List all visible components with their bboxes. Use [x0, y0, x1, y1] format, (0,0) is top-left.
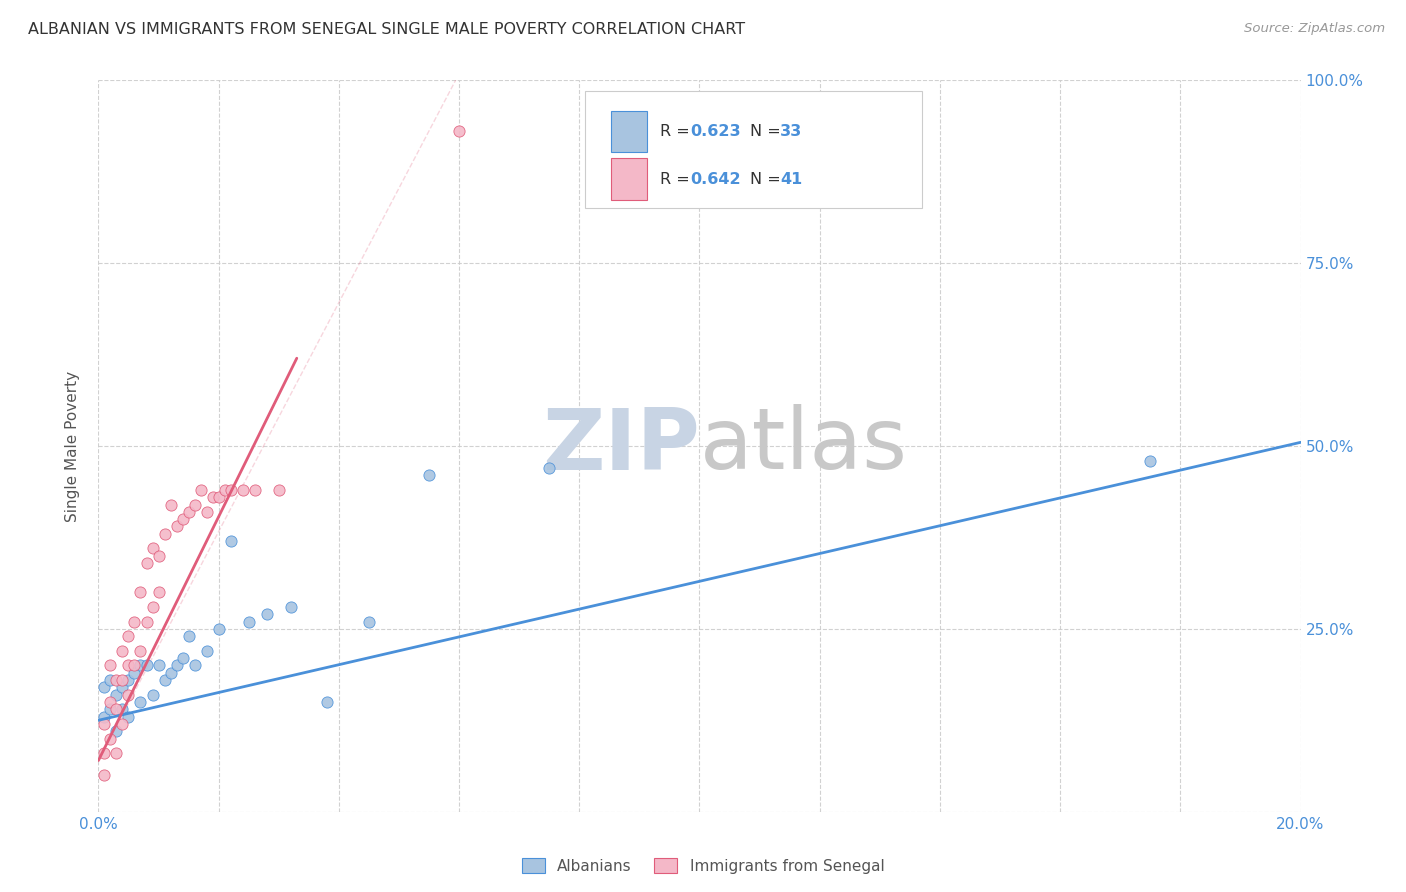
- Point: [105, 702, 128, 716]
- Point: [183, 498, 205, 512]
- Point: [111, 702, 134, 716]
- Point: [219, 483, 242, 497]
- Point: [111, 717, 134, 731]
- Text: atlas: atlas: [700, 404, 907, 488]
- Point: [93, 746, 115, 760]
- Point: [117, 709, 139, 723]
- Point: [93, 709, 115, 723]
- Point: [93, 717, 115, 731]
- Legend: Albanians, Immigrants from Senegal: Albanians, Immigrants from Senegal: [516, 852, 890, 880]
- Point: [148, 585, 170, 599]
- Point: [166, 519, 188, 533]
- Point: [159, 498, 181, 512]
- Text: Source: ZipAtlas.com: Source: ZipAtlas.com: [1244, 22, 1385, 36]
- Text: R =: R =: [659, 171, 695, 186]
- Point: [190, 483, 212, 497]
- Point: [100, 658, 122, 673]
- Point: [135, 556, 157, 570]
- Point: [129, 644, 152, 658]
- Text: 41: 41: [780, 171, 803, 186]
- Point: [117, 629, 139, 643]
- Point: [159, 665, 181, 680]
- Y-axis label: Single Male Poverty: Single Male Poverty: [65, 370, 80, 522]
- Point: [166, 658, 188, 673]
- Text: ALBANIAN VS IMMIGRANTS FROM SENEGAL SINGLE MALE POVERTY CORRELATION CHART: ALBANIAN VS IMMIGRANTS FROM SENEGAL SING…: [28, 22, 745, 37]
- Point: [195, 644, 218, 658]
- Point: [172, 512, 194, 526]
- Point: [172, 651, 194, 665]
- Point: [243, 483, 266, 497]
- Point: [135, 615, 157, 629]
- FancyBboxPatch shape: [610, 158, 647, 200]
- Point: [100, 731, 122, 746]
- Point: [105, 688, 128, 702]
- Point: [105, 673, 128, 687]
- Point: [124, 615, 146, 629]
- Point: [219, 534, 242, 549]
- Point: [538, 461, 561, 475]
- FancyBboxPatch shape: [585, 91, 922, 209]
- Point: [141, 541, 163, 556]
- Point: [183, 658, 205, 673]
- Point: [195, 505, 218, 519]
- Point: [280, 599, 302, 614]
- Point: [447, 124, 470, 138]
- Point: [93, 681, 115, 695]
- Point: [135, 658, 157, 673]
- Point: [117, 688, 139, 702]
- Point: [1139, 453, 1161, 467]
- Point: [267, 483, 290, 497]
- Point: [148, 658, 170, 673]
- Text: R =: R =: [659, 124, 695, 139]
- Point: [111, 644, 134, 658]
- Point: [117, 658, 139, 673]
- Point: [256, 607, 278, 622]
- FancyBboxPatch shape: [610, 111, 647, 153]
- Text: 0.642: 0.642: [690, 171, 741, 186]
- Point: [201, 490, 224, 504]
- Point: [153, 673, 176, 687]
- Point: [100, 702, 122, 716]
- Text: 0.623: 0.623: [690, 124, 741, 139]
- Point: [238, 615, 260, 629]
- Point: [105, 724, 128, 739]
- Point: [111, 673, 134, 687]
- Text: N =: N =: [749, 171, 786, 186]
- Point: [141, 599, 163, 614]
- Point: [124, 665, 146, 680]
- Point: [129, 658, 152, 673]
- Point: [100, 695, 122, 709]
- Point: [129, 695, 152, 709]
- Text: N =: N =: [749, 124, 786, 139]
- Point: [208, 622, 231, 636]
- Point: [93, 768, 115, 782]
- Point: [148, 549, 170, 563]
- Point: [129, 585, 152, 599]
- Point: [177, 505, 200, 519]
- Point: [214, 483, 236, 497]
- Point: [111, 681, 134, 695]
- Point: [357, 615, 380, 629]
- Point: [418, 468, 440, 483]
- Point: [315, 695, 337, 709]
- Point: [100, 673, 122, 687]
- Text: ZIP: ZIP: [541, 404, 700, 488]
- Point: [117, 673, 139, 687]
- Point: [177, 629, 200, 643]
- Point: [232, 483, 254, 497]
- Point: [141, 688, 163, 702]
- Text: 33: 33: [780, 124, 803, 139]
- Point: [208, 490, 231, 504]
- Point: [105, 746, 128, 760]
- Point: [124, 658, 146, 673]
- Point: [153, 526, 176, 541]
